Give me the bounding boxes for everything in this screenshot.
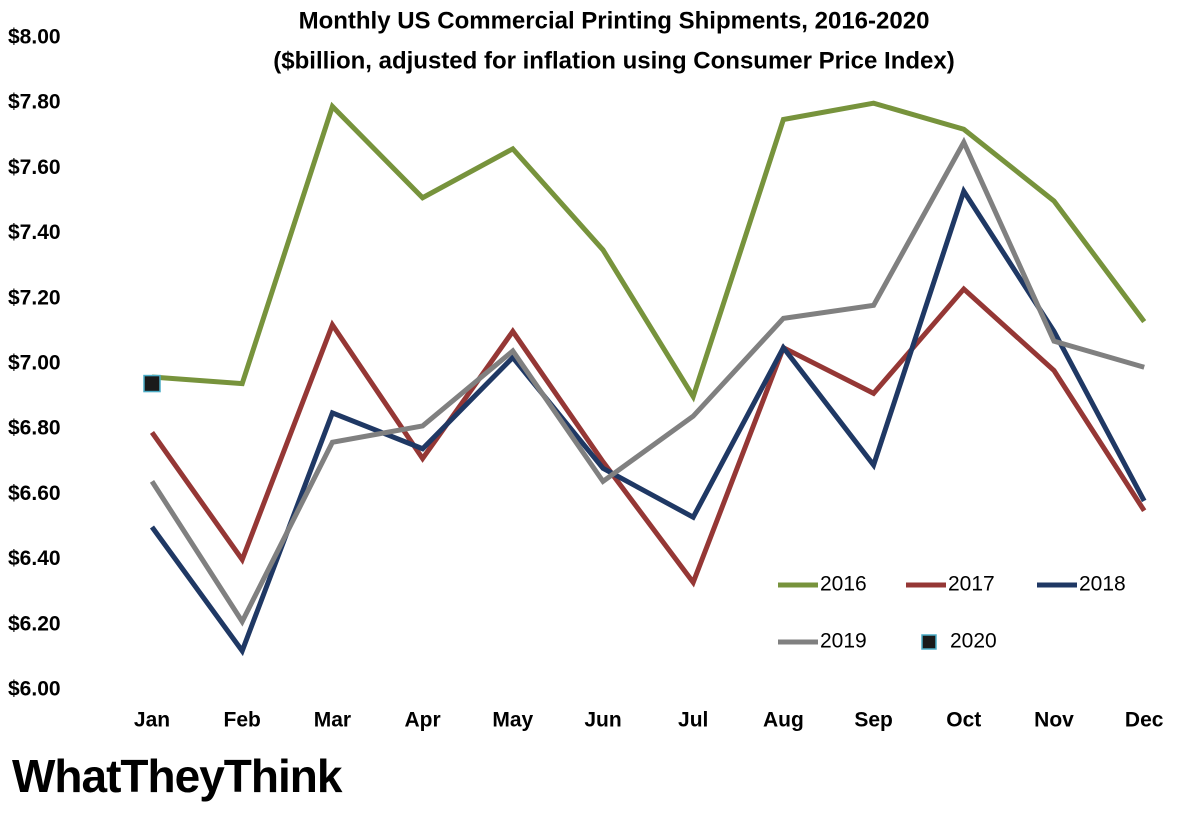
x-tick-label: Nov [1034, 709, 1074, 732]
legend-marker [921, 634, 937, 650]
x-tick-label: Jan [134, 709, 170, 732]
logo: WhatTheyThink [12, 750, 343, 802]
marker [143, 374, 161, 393]
x-tick-label: Apr [405, 709, 441, 732]
x-tick-label: May [492, 709, 533, 732]
series-line [149, 285, 1147, 588]
series-line [151, 100, 1147, 403]
y-tick-label: $7.00 [8, 352, 61, 375]
y-tick-label: $6.60 [8, 482, 61, 505]
legend-label: 2018 [1079, 573, 1126, 596]
y-tick-label: $6.40 [8, 547, 61, 570]
legend-label: 2020 [950, 630, 997, 653]
legend-label: 2016 [820, 573, 867, 596]
y-tick-label: $7.20 [8, 286, 61, 309]
y-tick-label: $7.80 [8, 91, 61, 114]
legend-label: 2017 [948, 573, 995, 596]
y-tick-label: $6.00 [8, 678, 61, 701]
y-tick-label: $7.60 [8, 156, 61, 179]
chart-subtitle: ($billion, adjusted for inflation using … [273, 47, 954, 74]
y-tick-label: $7.40 [8, 221, 61, 244]
series-line [149, 185, 1147, 657]
y-tick-label: $8.00 [8, 26, 61, 49]
x-tick-label: Jul [678, 709, 708, 732]
x-tick-label: Mar [314, 709, 351, 732]
y-tick-label: $6.80 [8, 417, 61, 440]
x-tick-label: Dec [1125, 709, 1164, 732]
x-tick-label: Sep [854, 709, 893, 732]
legend-label: 2019 [820, 630, 867, 653]
y-tick-label: $6.20 [8, 612, 61, 635]
x-tick-label: Aug [763, 709, 804, 732]
x-tick-label: Oct [946, 709, 981, 732]
x-tick-label: Jun [584, 709, 621, 732]
chart-title: Monthly US Commercial Printing Shipments… [299, 7, 930, 34]
series-line [149, 136, 1145, 627]
x-tick-label: Feb [224, 709, 261, 732]
